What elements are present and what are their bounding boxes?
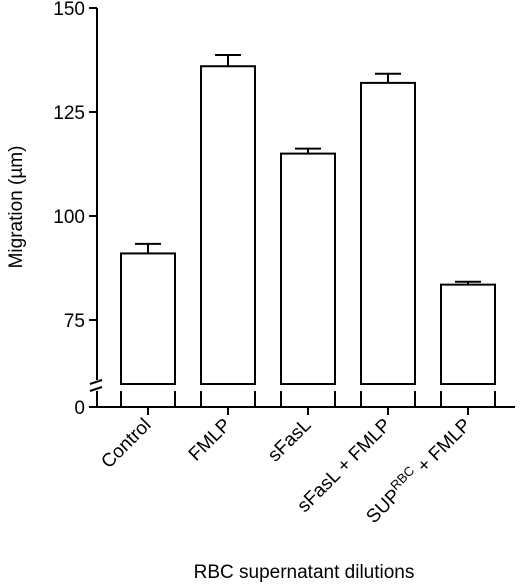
bar xyxy=(200,65,256,386)
y-tick-label: 150 xyxy=(53,0,85,20)
y-axis-title: Migration (µm) xyxy=(6,146,27,269)
axis-break-mark-2 xyxy=(89,386,103,392)
x-tick-label: sFasL xyxy=(264,415,315,466)
x-tick-label: Control xyxy=(97,415,155,473)
bar xyxy=(120,252,176,385)
x-axis-title: RBC supernatant dilutions xyxy=(194,562,415,583)
axis-break-mark-1 xyxy=(89,379,103,385)
y-tick-label: 0 xyxy=(74,398,85,419)
bar xyxy=(440,283,496,386)
y-tick-label: 125 xyxy=(53,103,85,124)
y-tick-label: 100 xyxy=(53,207,85,228)
x-tick-label: FMLP xyxy=(185,415,236,466)
y-tick-label: 75 xyxy=(64,311,85,332)
bar xyxy=(360,81,416,385)
bar xyxy=(280,152,336,385)
